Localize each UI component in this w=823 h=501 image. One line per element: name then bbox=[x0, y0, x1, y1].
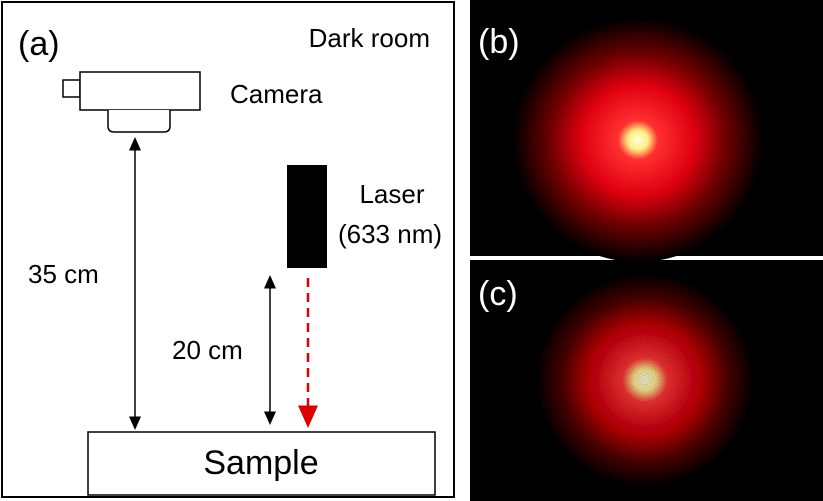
laser-icon bbox=[287, 165, 327, 268]
panel-label: (c) bbox=[478, 275, 518, 313]
room-label: Dark room bbox=[309, 23, 430, 53]
figure: (a) Dark room Camera Laser (633 nm) 35 c… bbox=[0, 0, 823, 501]
wavelength-label: (633 nm) bbox=[338, 219, 442, 249]
sample-label: Sample bbox=[203, 444, 318, 482]
panel-frame bbox=[2, 2, 454, 497]
panel-c: (c) bbox=[470, 260, 823, 501]
panel-label: (b) bbox=[478, 23, 520, 61]
laser-label: Laser bbox=[359, 179, 424, 209]
panel-a: (a) Dark room Camera Laser (633 nm) 35 c… bbox=[2, 2, 454, 497]
panel-label: (a) bbox=[18, 25, 60, 63]
camera-label: Camera bbox=[230, 79, 323, 109]
laser-spot bbox=[513, 18, 763, 262]
panel-b: (b) bbox=[470, 0, 823, 262]
laser-spot bbox=[533, 270, 757, 490]
laser-distance: 20 cm bbox=[172, 335, 243, 365]
camera-distance: 35 cm bbox=[28, 259, 99, 289]
